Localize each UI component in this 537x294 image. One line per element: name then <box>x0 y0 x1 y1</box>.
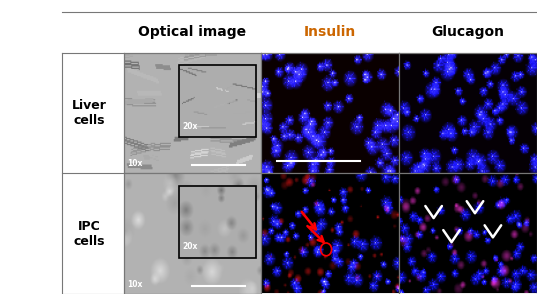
Text: Insulin: Insulin <box>304 25 357 39</box>
Text: 20x: 20x <box>183 242 198 251</box>
Text: IPC
cells: IPC cells <box>74 220 105 248</box>
Text: 20x: 20x <box>183 122 198 131</box>
Bar <box>179 65 256 137</box>
Text: Glucagon: Glucagon <box>432 25 505 39</box>
Text: Optical image: Optical image <box>139 25 246 39</box>
Bar <box>179 186 256 258</box>
Text: Liver
cells: Liver cells <box>72 99 107 127</box>
Bar <box>179 186 256 258</box>
Bar <box>179 65 256 137</box>
Text: 10x: 10x <box>128 280 143 289</box>
Text: 10x: 10x <box>128 159 143 168</box>
